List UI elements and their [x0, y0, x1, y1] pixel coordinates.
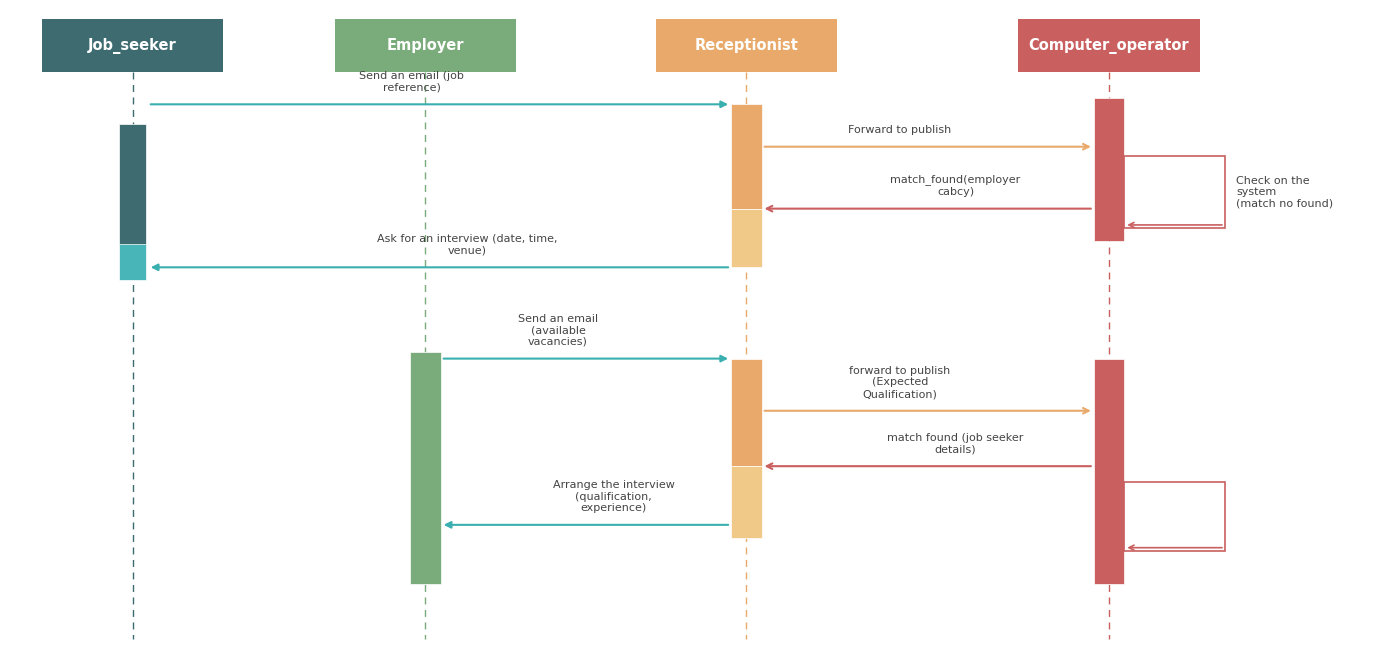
Bar [1094, 98, 1124, 241]
FancyBboxPatch shape [1018, 19, 1200, 72]
Text: Send an email (job
reference): Send an email (job reference) [359, 71, 465, 93]
Text: Arrange the interview
(qualification,
experience): Arrange the interview (qualification, ex… [552, 480, 675, 513]
Bar [1094, 359, 1124, 584]
Bar [731, 466, 762, 538]
Bar [731, 359, 762, 466]
Bar [1124, 482, 1225, 551]
Bar [731, 104, 762, 209]
Text: Receptionist: Receptionist [695, 38, 798, 53]
Bar [410, 352, 441, 584]
FancyBboxPatch shape [656, 19, 837, 72]
Text: match_found(employer
cabcy): match_found(employer cabcy) [890, 174, 1021, 197]
Text: forward to publish
(Expected
Qualification): forward to publish (Expected Qualificati… [850, 366, 950, 399]
Text: Check on the
system
(match no found): Check on the system (match no found) [1236, 176, 1334, 209]
Bar [731, 209, 762, 267]
Text: Ask for an interview (date, time,
venue): Ask for an interview (date, time, venue) [377, 234, 558, 256]
Bar [119, 244, 146, 280]
Text: Send an email
(available
vacancies): Send an email (available vacancies) [518, 314, 598, 347]
FancyBboxPatch shape [42, 19, 223, 72]
FancyBboxPatch shape [335, 19, 516, 72]
Text: Forward to publish: Forward to publish [848, 125, 951, 135]
Bar [119, 124, 146, 244]
Text: Computer_operator: Computer_operator [1028, 38, 1190, 53]
Text: Employer: Employer [386, 38, 465, 53]
Bar [1124, 156, 1225, 228]
Text: match found (job seeker
details): match found (job seeker details) [887, 433, 1024, 454]
Text: Job_seeker: Job_seeker [88, 38, 177, 53]
